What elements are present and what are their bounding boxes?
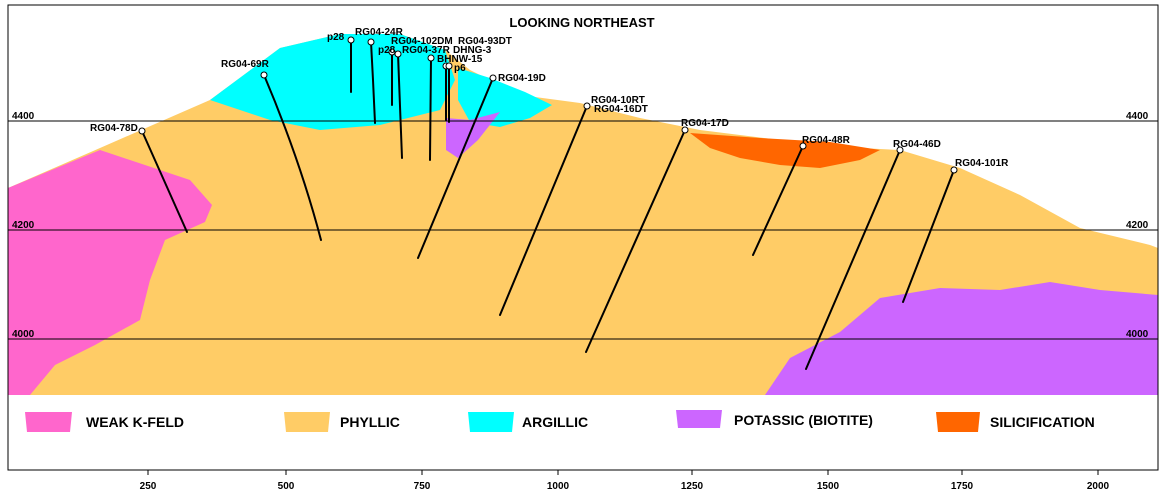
hole-label-dhng-3: DHNG-3 [453, 45, 492, 56]
trace-rg04-46d [805, 149, 901, 370]
argillic-zone-left [210, 34, 455, 130]
elev-right-4400: 4400 [1126, 111, 1149, 122]
collar-p6 [445, 62, 453, 70]
collar-rg04-102dm [388, 48, 396, 56]
legend-label-weak-kfeld: WEAK K-FELD [86, 414, 184, 430]
x-axis-labels: 250 500 750 1000 1250 1500 1750 2000 [140, 481, 1110, 492]
hole-label-rg04-46d: RG04-46D [893, 139, 941, 150]
trace-rg04-69r [263, 74, 322, 241]
hole-label-rg04-102dm: RG04-102DM [391, 36, 453, 47]
hole-label-bhnw-15: BHNW-15 [437, 54, 483, 65]
elev-right-4000: 4000 [1126, 329, 1149, 340]
trace-rg04-78d [141, 130, 188, 233]
x-tick-1000: 1000 [547, 481, 570, 492]
legend-label-silicification: SILICIFICATION [990, 414, 1095, 430]
x-tick-750: 750 [414, 481, 431, 492]
x-tick-1250: 1250 [681, 481, 704, 492]
hole-label-rg04-37r: RG04-37R [402, 45, 451, 56]
collar-rg04-78d [138, 127, 146, 135]
drill-hole-labels: p28 RG04-24R RG04-102DM RG04-93DT p28 RG… [90, 27, 1009, 169]
legend-swatch-potassic [676, 410, 722, 428]
legend-swatch-silicification [936, 412, 980, 432]
trace-rg04-19d [417, 77, 494, 259]
x-tick-250: 250 [140, 481, 157, 492]
legend-label-phyllic: PHYLLIC [340, 414, 400, 430]
trace-rg04-10rt [499, 105, 588, 316]
trace-rg04-37r [429, 57, 432, 161]
collar-rg04-19d [489, 74, 497, 82]
weak-kfeld-zone [8, 150, 212, 395]
collar-rg04-17d [681, 126, 689, 134]
elev-left-4400: 4400 [12, 111, 35, 122]
legend-swatch-phyllic [284, 412, 330, 432]
hole-label-rg04-78d: RG04-78D [90, 123, 138, 134]
trace-rg04-101r [902, 169, 955, 303]
hole-label-rg04-69r: RG04-69R [221, 59, 270, 70]
hole-label-rg04-48r: RG04-48R [802, 135, 851, 146]
collar-p28-b [394, 50, 402, 58]
figure-title: LOOKING NORTHEAST [509, 15, 654, 30]
hole-label-rg04-10rt: RG04-10RT [591, 95, 645, 106]
elev-left-4000: 4000 [12, 329, 35, 340]
hole-label-rg04-24r: RG04-24R [355, 27, 404, 38]
collar-rg04-101r [950, 166, 958, 174]
elev-left-4200: 4200 [12, 220, 35, 231]
trace-rg04-48r [752, 145, 804, 256]
hole-label-p6: p6 [454, 63, 466, 74]
x-axis-ticks [147, 470, 1099, 475]
trace-p28-b [397, 53, 403, 159]
potassic-zone-small [446, 112, 500, 158]
collar-rg04-46d [896, 146, 904, 154]
collar-rg04-48r [799, 142, 807, 150]
x-tick-2000: 2000 [1087, 481, 1110, 492]
drill-hole-traces [141, 39, 955, 370]
hole-label-rg04-93dt: RG04-93DT [458, 36, 512, 47]
collar-p28-a [347, 36, 355, 44]
x-tick-1750: 1750 [951, 481, 974, 492]
hole-label-rg04-17d: RG04-17D [681, 118, 729, 129]
trace-rg04-17d [585, 129, 686, 353]
collar-rg04-69r [260, 71, 268, 79]
legend-swatch-weak-kfeld [25, 412, 72, 432]
hole-label-p28-a: p28 [327, 32, 345, 43]
drill-hole-collars [138, 36, 958, 174]
collar-rg04-10rt [583, 102, 591, 110]
legend-swatch-argillic [468, 412, 514, 432]
trace-rg04-24r [370, 41, 376, 124]
x-tick-500: 500 [278, 481, 295, 492]
collar-rg04-24r [367, 38, 375, 46]
collar-rg04-37r [427, 54, 435, 62]
legend-label-potassic: POTASSIC (BIOTITE) [734, 412, 873, 428]
hole-label-rg04-101r: RG04-101R [955, 158, 1009, 169]
x-tick-1500: 1500 [817, 481, 840, 492]
legend-label-argillic: ARGILLIC [522, 414, 588, 430]
elev-right-4200: 4200 [1126, 220, 1149, 231]
hole-label-rg04-19d: RG04-19D [498, 73, 546, 84]
argillic-zone-right [458, 68, 552, 127]
hole-label-rg04-16dt: RG04-16DT [594, 104, 648, 115]
legend: WEAK K-FELD PHYLLIC ARGILLIC POTASSIC (B… [25, 410, 1095, 432]
silicification-zone [690, 133, 880, 168]
hole-label-p28-b: p28 [378, 45, 396, 56]
